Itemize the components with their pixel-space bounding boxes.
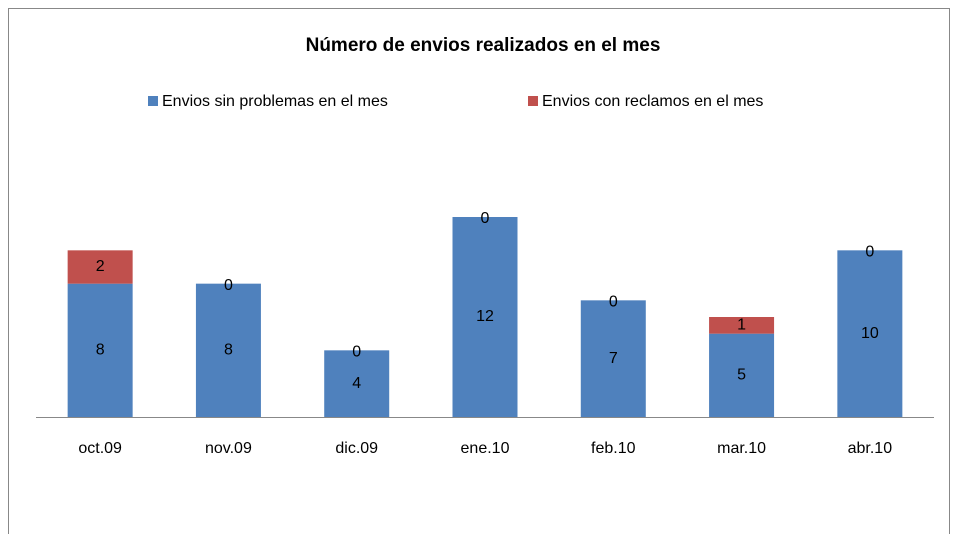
data-label: 1 <box>737 317 746 334</box>
data-label: 4 <box>352 375 361 392</box>
bar-segment <box>195 283 261 417</box>
chart-title: Número de envios realizados en el mes <box>306 35 661 56</box>
data-label: 12 <box>476 308 494 325</box>
x-tick-label: dic.09 <box>335 440 378 457</box>
data-label: 5 <box>737 367 746 384</box>
data-label: 7 <box>609 350 618 367</box>
bar-segment <box>580 300 646 417</box>
data-label: 0 <box>865 244 874 261</box>
bar-segment <box>452 217 518 417</box>
data-label: 8 <box>96 342 105 359</box>
bar-segment <box>67 250 133 284</box>
bar-segment <box>324 350 390 417</box>
data-label: 0 <box>481 210 490 227</box>
data-label: 0 <box>352 344 361 361</box>
x-tick-label: nov.09 <box>205 440 252 457</box>
x-tick-label: ene.10 <box>461 440 510 457</box>
x-tick-label: mar.10 <box>717 440 766 457</box>
data-label: 2 <box>96 258 105 275</box>
legend: Envios sin problemas en el mes Envios con… <box>148 93 763 110</box>
bar-segment <box>709 317 775 334</box>
x-tick-label: oct.09 <box>78 440 122 457</box>
chart-frame <box>8 8 950 534</box>
legend-label: Envios sin problemas en el mes <box>162 93 388 110</box>
bar-segment <box>837 250 903 417</box>
legend-swatch <box>528 96 538 106</box>
data-label: 8 <box>224 342 233 359</box>
legend-swatch <box>148 96 158 106</box>
data-label: 10 <box>861 325 879 342</box>
data-label: 0 <box>224 277 233 294</box>
legend-label: Envios con reclamos en el mes <box>542 93 763 110</box>
x-tick-label: abr.10 <box>848 440 893 457</box>
data-label: 0 <box>609 294 618 311</box>
x-tick-label: feb.10 <box>591 440 636 457</box>
bar-segment <box>709 333 775 417</box>
bar-segment <box>67 283 133 417</box>
